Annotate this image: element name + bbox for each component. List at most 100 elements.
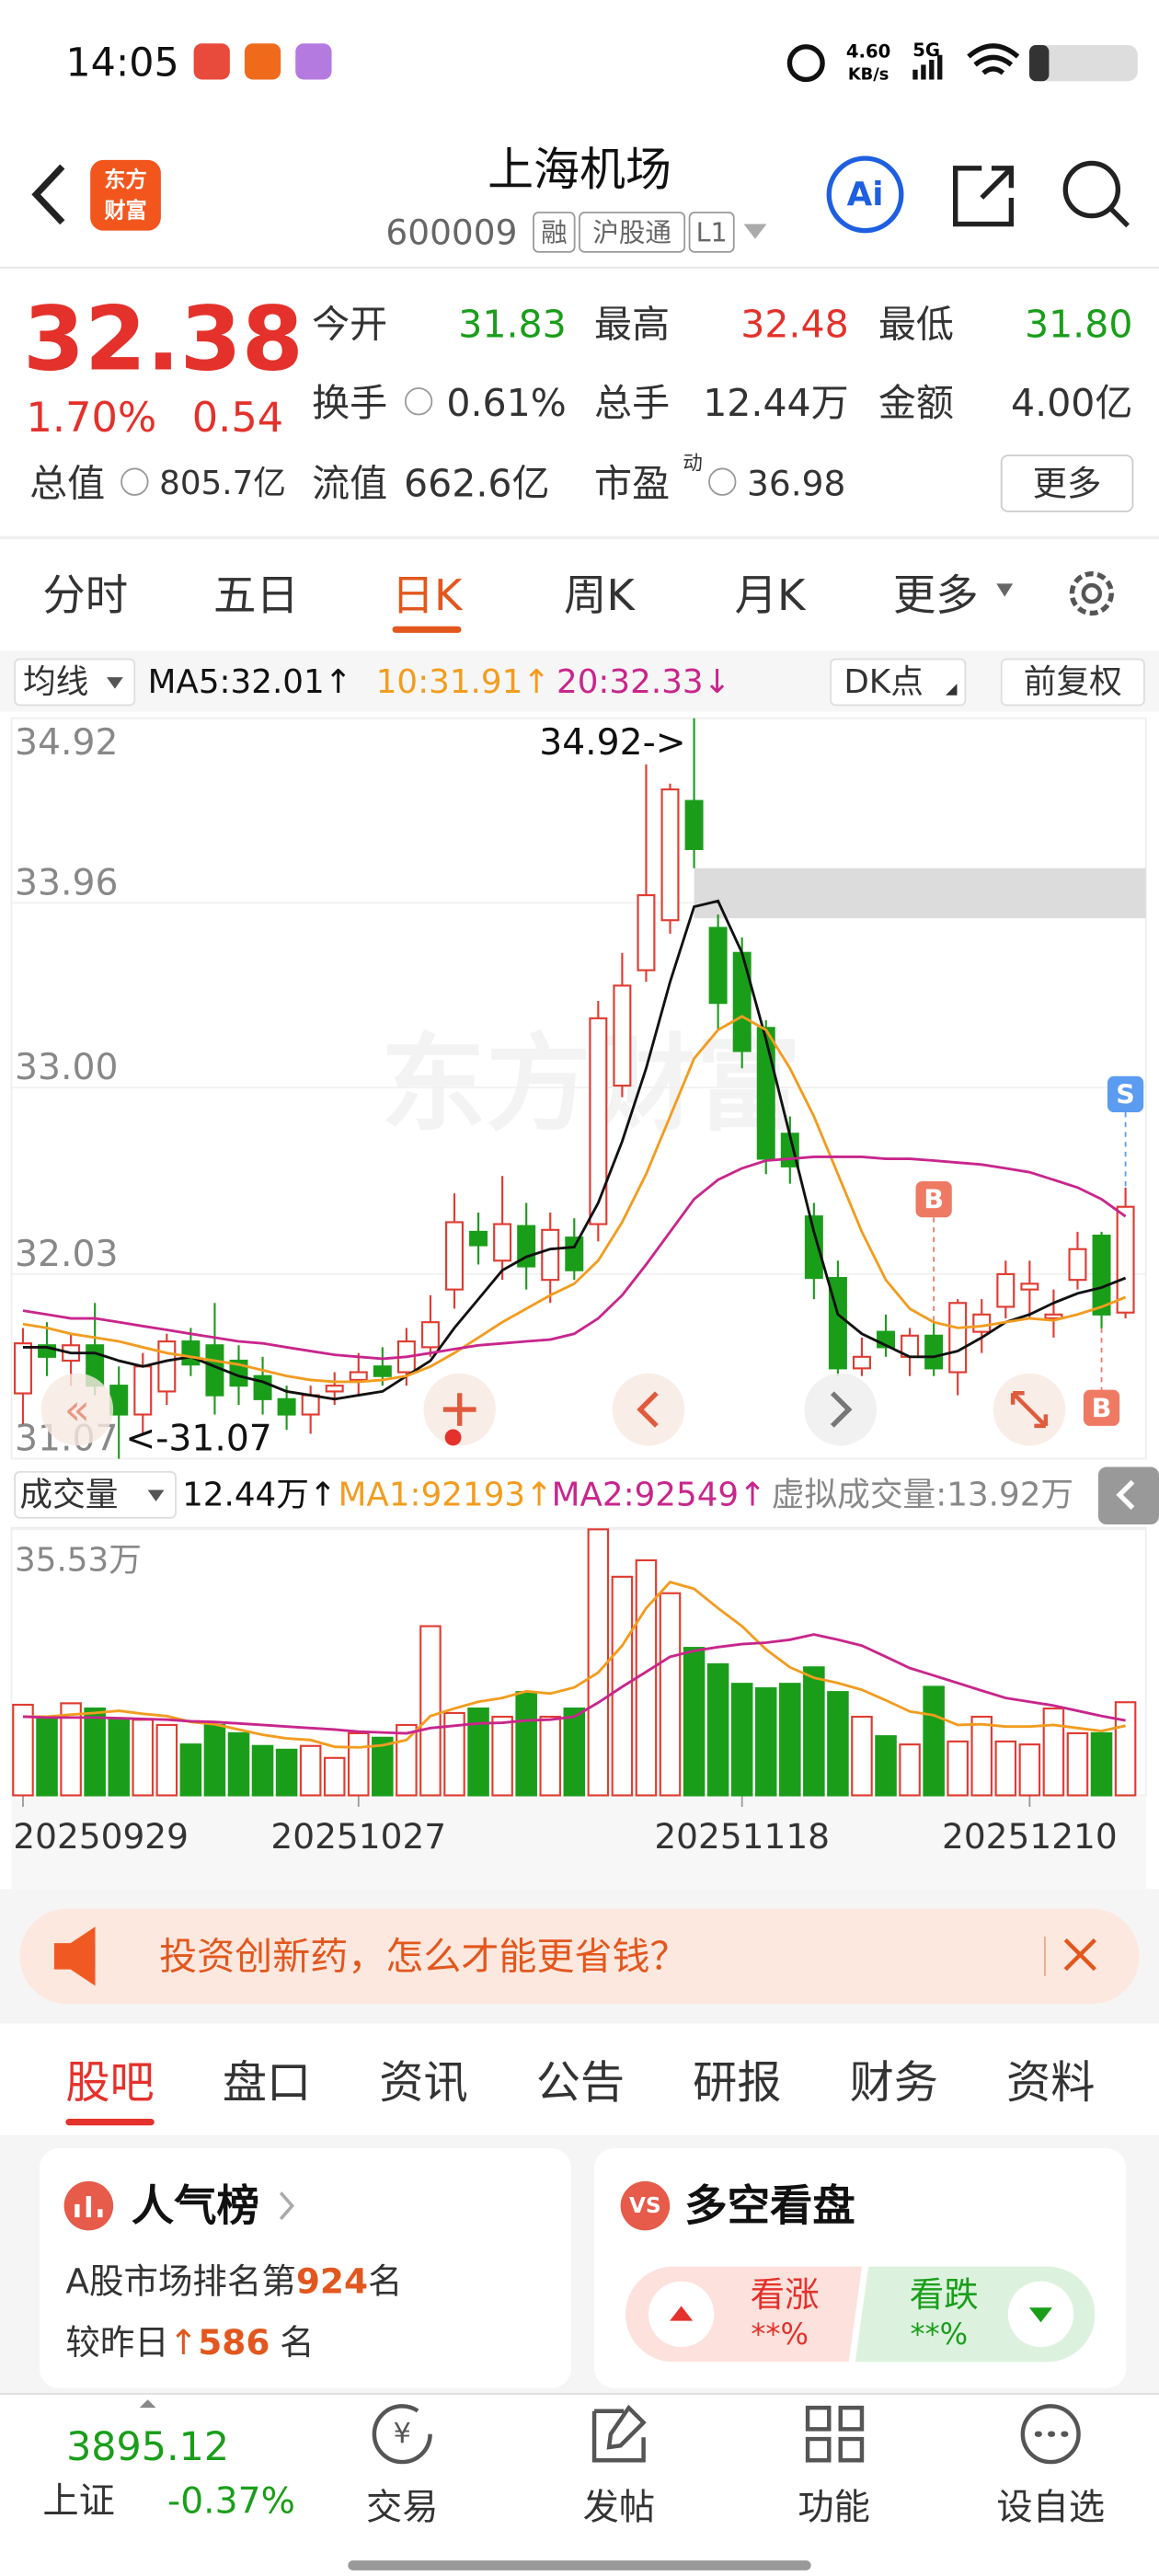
- dropdown-arrow: [996, 583, 1014, 597]
- sub-tab[interactable]: 财务: [850, 2057, 938, 2109]
- red-dot: [444, 1429, 462, 1446]
- candle-body: [1044, 1313, 1063, 1320]
- tab[interactable]: 分时: [42, 570, 128, 620]
- tag: 沪股通: [592, 216, 671, 247]
- stock-name: 上海机场: [488, 144, 671, 197]
- volume-bar: [539, 1715, 562, 1797]
- control-icon: [637, 1391, 659, 1428]
- step-right[interactable]: [804, 1373, 878, 1446]
- up-arrow: ↑: [169, 2322, 198, 2363]
- low-label: <-31.07: [125, 1419, 271, 1460]
- collapse-button[interactable]: [1097, 1466, 1159, 1524]
- popularity-card[interactable]: [39, 2148, 572, 2388]
- ai-button[interactable]: [826, 155, 904, 234]
- nav-item[interactable]: 交易: [366, 2488, 439, 2529]
- candle-body: [1116, 1205, 1135, 1314]
- y-tick-label: 35.53万: [15, 1542, 142, 1580]
- ai-label: Ai: [847, 176, 884, 213]
- candle-body: [660, 788, 680, 922]
- field-label: 今开: [312, 302, 387, 346]
- candle-body: [493, 1223, 512, 1262]
- sub-tab[interactable]: 盘口: [223, 2057, 311, 2109]
- candle-body: [301, 1394, 320, 1416]
- candle-body: [349, 1371, 368, 1381]
- info-icon[interactable]: [120, 467, 149, 496]
- info-icon[interactable]: [708, 467, 737, 496]
- sentiment-title: 多空看盘: [684, 2181, 855, 2231]
- volume-bar: [203, 1723, 226, 1797]
- candle-body: [373, 1365, 392, 1377]
- virtual-volume: 虚拟成交量:13.92万: [772, 1476, 1073, 1513]
- volume-bar: [84, 1708, 106, 1797]
- rank-prefix: A股市场排名第: [65, 2261, 295, 2302]
- back-button[interactable]: [31, 164, 65, 225]
- candle-body: [1068, 1248, 1087, 1282]
- volume-bar: [1090, 1731, 1113, 1797]
- sub-tab[interactable]: 公告: [536, 2057, 625, 2109]
- volume-bar: [323, 1756, 346, 1797]
- volume-bar: [1018, 1743, 1041, 1797]
- control-icon: [1010, 1390, 1049, 1429]
- field-value: 31.80: [1025, 302, 1132, 346]
- resistance-zone: [694, 868, 1146, 919]
- scroll-left[interactable]: [40, 1373, 114, 1446]
- search-button[interactable]: [1062, 160, 1121, 219]
- divider: [0, 266, 1159, 269]
- popularity-icon: [75, 2195, 103, 2218]
- share-button[interactable]: [953, 166, 1015, 227]
- volume-bar: [372, 1736, 394, 1797]
- control-icon: [442, 1393, 476, 1426]
- sub-tab[interactable]: 资讯: [379, 2057, 467, 2109]
- banner[interactable]: [19, 1908, 1140, 2005]
- volume-bar: [683, 1647, 706, 1797]
- field-label: 最低: [878, 302, 954, 346]
- candle-body: [325, 1385, 344, 1393]
- index-value[interactable]: 3895.12: [66, 2424, 229, 2470]
- candle-body: [684, 799, 704, 850]
- info-icon[interactable]: [404, 387, 433, 416]
- settings-button[interactable]: [1069, 570, 1114, 616]
- ma-button[interactable]: [14, 658, 136, 707]
- fq-button[interactable]: [1000, 658, 1145, 707]
- volume-bar: [0, 1465, 1159, 1526]
- close-banner[interactable]: [1063, 1938, 1096, 1972]
- volume-bar: [36, 1715, 58, 1797]
- step-left[interactable]: [612, 1373, 685, 1446]
- tab[interactable]: 周K: [564, 570, 636, 620]
- bull-label: 看涨: [751, 2274, 820, 2315]
- sub-tab[interactable]: 研报: [693, 2057, 781, 2109]
- post-icon: [591, 2404, 647, 2463]
- field-label: 最高: [594, 302, 670, 346]
- dropdown-arrow[interactable]: [743, 224, 767, 239]
- nav-item[interactable]: 发帖: [583, 2488, 656, 2529]
- x-tick-label: 20251118: [654, 1816, 830, 1857]
- ma-line: [22, 1633, 1126, 1735]
- candle-body: [181, 1340, 201, 1366]
- volume-bar: [779, 1683, 801, 1797]
- tab[interactable]: 月K: [735, 570, 807, 620]
- control-icon: [830, 1391, 853, 1428]
- tab[interactable]: 更多: [893, 570, 979, 620]
- sub-tab[interactable]: 股吧: [65, 2057, 154, 2109]
- tab[interactable]: 五日: [213, 570, 299, 620]
- sub-tab[interactable]: 资料: [1006, 2057, 1095, 2109]
- volume-bar: [875, 1735, 897, 1797]
- candle-body: [613, 984, 632, 1087]
- volume-bar: [275, 1748, 298, 1797]
- volume-bar: [827, 1691, 849, 1797]
- volume-bar: [659, 1592, 682, 1797]
- logo-text: 财富: [104, 199, 146, 224]
- tag: L1: [696, 216, 728, 247]
- volume-bar: [1114, 1701, 1137, 1797]
- more-button[interactable]: [1000, 454, 1134, 512]
- dk-button[interactable]: [830, 658, 967, 707]
- nav-item[interactable]: 设自选: [996, 2488, 1105, 2529]
- ma-line: [22, 1155, 1127, 1361]
- nav-item[interactable]: 功能: [798, 2488, 869, 2529]
- volume-button[interactable]: [14, 1470, 177, 1519]
- sentiment-icon: [620, 2180, 671, 2231]
- megaphone-icon: [53, 1926, 96, 1986]
- index-name: 上证: [42, 2480, 115, 2522]
- tab[interactable]: 日K: [392, 570, 464, 620]
